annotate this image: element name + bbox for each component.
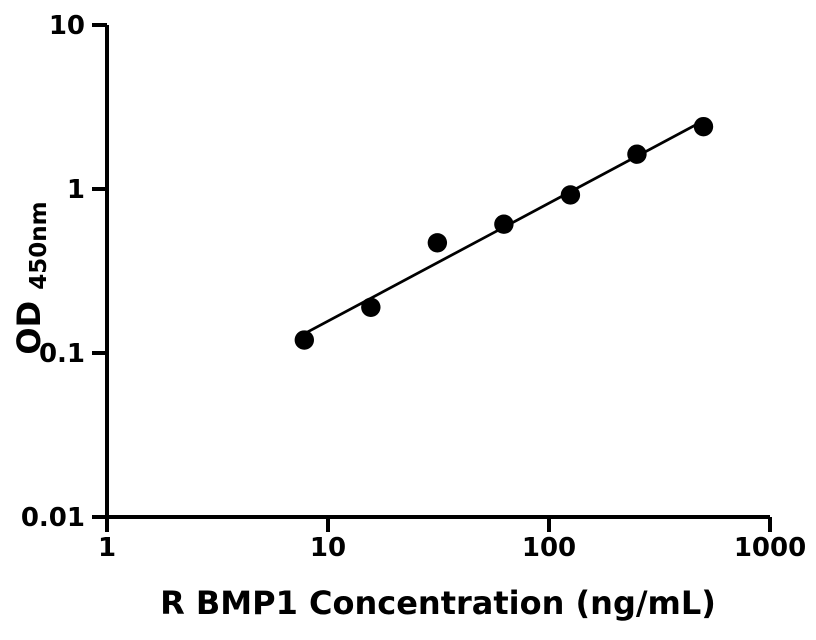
data-point xyxy=(627,144,647,164)
axis-spines xyxy=(105,25,770,519)
data-point xyxy=(693,116,714,137)
y-axis-tick-label: 0.01 xyxy=(21,503,85,533)
x-axis-tick-label: 100 xyxy=(522,533,576,563)
x-axis-tick-label: 1000 xyxy=(734,533,806,563)
y-axis-title-main: OD xyxy=(10,301,48,355)
y-axis-title: OD 450nm xyxy=(10,201,52,354)
x-axis-tick-label: 1 xyxy=(98,533,116,563)
data-point xyxy=(560,185,581,205)
y-axis-tick-label: 10 xyxy=(49,11,85,41)
data-point xyxy=(427,233,448,253)
data-point xyxy=(294,330,315,350)
data-point xyxy=(361,297,381,317)
y-axis-tick-label: 0.1 xyxy=(39,339,85,369)
plot-area: 1 10 100 1000 0.01 0.1 1 10 xyxy=(21,11,806,563)
y-axis-title-subscript: 450nm xyxy=(26,201,52,289)
y-axis-tick-label: 1 xyxy=(67,175,85,205)
data-point xyxy=(494,214,514,234)
x-axis-tick-label: 10 xyxy=(310,533,346,563)
x-axis-title: R BMP1 Concentration (ng/mL) xyxy=(160,584,716,622)
